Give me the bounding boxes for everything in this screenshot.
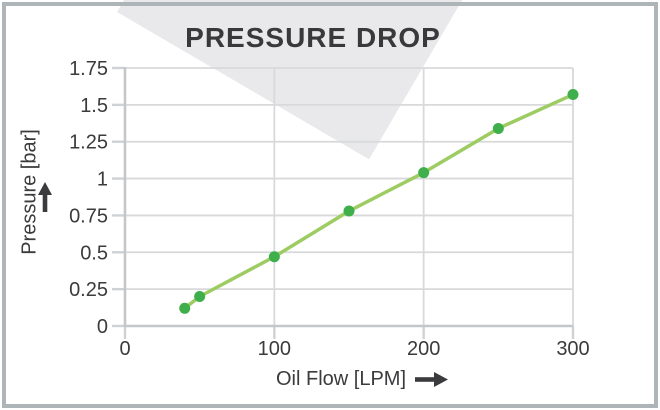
data-point (418, 167, 430, 179)
y-tick-label: 1 (97, 169, 108, 191)
y-tick-label: 1.75 (69, 58, 108, 80)
data-point (567, 89, 579, 101)
right-arrow-icon (415, 372, 449, 387)
pressure-drop-line (182, 92, 575, 311)
data-point (343, 205, 355, 217)
y-tick-label: 0 (97, 316, 108, 338)
y-tick-label: 0.75 (69, 205, 108, 227)
up-arrow-icon (38, 182, 52, 212)
chart-title: PRESSURE DROP (185, 22, 441, 53)
y-tick-label: 1.5 (80, 95, 108, 117)
data-point (194, 291, 206, 303)
y-tick-label: 1.25 (69, 132, 108, 154)
y-tick-label: 0.25 (69, 279, 108, 301)
data-point (179, 302, 191, 314)
x-axis-title: Oil Flow [LPM] (275, 368, 449, 391)
x-tick-label: 300 (556, 338, 589, 360)
x-tick-label: 0 (119, 338, 130, 360)
data-point (268, 251, 280, 263)
y-tick-label: 0.5 (80, 242, 108, 264)
x-tick-label: 100 (258, 338, 291, 360)
x-axis-title-text: Oil Flow [LPM] (275, 368, 407, 390)
x-tick-label: 200 (407, 338, 440, 360)
data-point (492, 122, 504, 134)
